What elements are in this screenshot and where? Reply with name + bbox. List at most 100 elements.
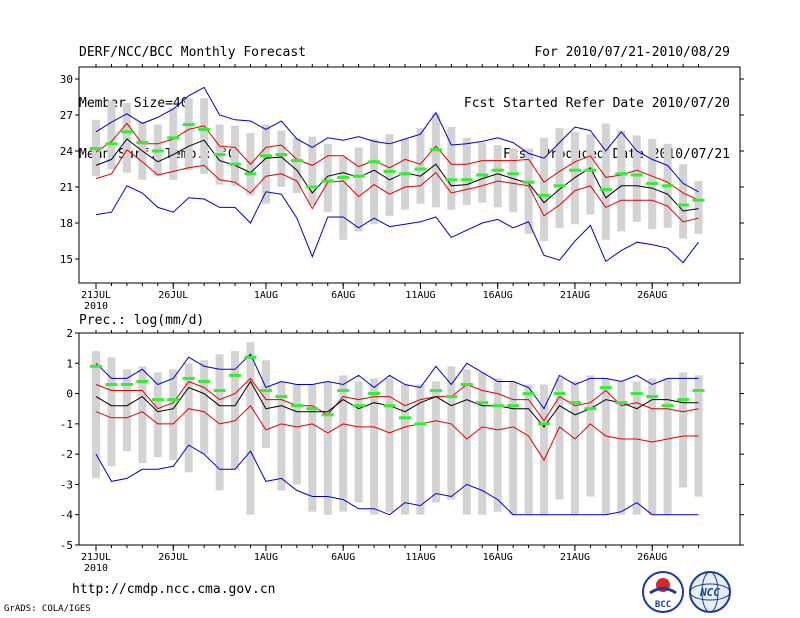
ensemble-box <box>462 369 471 515</box>
p90-line <box>95 122 699 201</box>
y-tick-label: 18 <box>60 217 73 230</box>
ensemble-box <box>679 164 688 239</box>
ensemble-box <box>416 128 425 204</box>
ensemble-box <box>184 363 193 473</box>
x-tick-label: 21JUL <box>81 290 111 301</box>
p10-line <box>95 404 699 462</box>
y-tick-label: 24 <box>60 145 74 158</box>
ensemble-mean-mark <box>337 389 350 393</box>
ensemble-mean-mark <box>399 416 411 420</box>
ensemble-mean-mark <box>476 401 489 405</box>
y-tick-label: 21 <box>60 181 73 194</box>
ensemble-mean-mark <box>553 392 566 396</box>
ensemble-mean-mark <box>476 173 489 177</box>
ensemble-mean-mark <box>460 178 473 182</box>
ensemble-box <box>370 378 379 515</box>
ensemble-mean-mark <box>383 404 396 408</box>
ensemble-mean-mark <box>321 179 334 183</box>
header-title: DERF/NCC/BCC Monthly Forecast <box>79 45 306 60</box>
ensemble-mean-mark <box>182 376 195 380</box>
ensemble-box <box>138 366 147 464</box>
plot-frame <box>78 332 741 546</box>
ensemble-box <box>261 124 270 204</box>
min-line <box>95 185 699 264</box>
ensemble-mean-mark <box>630 173 643 177</box>
ensemble-box <box>246 342 255 515</box>
x-tick-label: 26JUL <box>158 552 188 563</box>
ensemble-mean-mark <box>337 175 350 179</box>
y-tick-label: -3 <box>60 478 73 491</box>
ensemble-mean-mark <box>615 401 628 405</box>
ensemble-box <box>493 378 502 512</box>
footer-url[interactable]: http://cmdp.ncc.cma.gov.cn <box>72 582 276 597</box>
ensemble-mean-mark <box>275 153 288 157</box>
ensemble-box <box>648 378 657 515</box>
ensemble-box <box>632 381 641 515</box>
ensemble-box <box>200 98 209 174</box>
x-tick-label: 26AUG <box>637 290 667 301</box>
ensemble-mean-mark <box>182 123 195 127</box>
ensemble-mean-mark <box>244 172 257 176</box>
x-tick-label: 21AUG <box>560 552 590 563</box>
ensemble-box <box>663 378 672 515</box>
ensemble-box <box>509 381 518 515</box>
y-tick-label: -2 <box>60 448 73 461</box>
ensemble-box <box>694 375 703 497</box>
ncc-logo: NCC <box>689 571 731 613</box>
ensemble-mean-mark <box>661 404 674 408</box>
ensemble-box <box>339 375 348 512</box>
x-tick-label: 6AUG <box>331 552 355 563</box>
ensemble-box <box>524 148 533 234</box>
ensemble-mean-mark <box>507 404 520 408</box>
ncc-logo-text: NCC <box>699 586 720 599</box>
ensemble-box <box>308 136 317 205</box>
ensemble-mean-mark <box>522 180 535 184</box>
max-line <box>95 86 699 193</box>
x-tick-label: 26AUG <box>637 552 667 563</box>
ensemble-mean-mark <box>630 392 643 396</box>
ensemble-mean-mark <box>198 379 211 383</box>
ensemble-mean-mark <box>599 187 612 191</box>
ensemble-mean-mark <box>90 364 102 368</box>
ensemble-box <box>431 113 440 208</box>
ensemble-box <box>555 128 564 228</box>
max-line <box>95 353 699 410</box>
ensemble-mean-mark <box>646 395 659 399</box>
y-tick-label: -1 <box>60 418 73 431</box>
ensemble-box <box>478 142 487 203</box>
ensemble-box <box>632 135 641 222</box>
ensemble-mean-mark <box>584 168 597 172</box>
y-tick-label: 2 <box>66 327 73 340</box>
ensemble-mean-mark <box>429 389 442 393</box>
ensemble-mean-mark <box>290 404 303 408</box>
ensemble-box <box>122 103 131 173</box>
ensemble-box <box>462 137 471 205</box>
ensemble-box <box>292 384 301 485</box>
plot-frame <box>78 66 741 284</box>
ensemble-box <box>169 369 178 461</box>
ensemble-box <box>231 351 240 470</box>
x-tick-label: 21JUL <box>81 552 111 563</box>
ensemble-box <box>354 147 363 232</box>
ensemble-mean-mark <box>522 392 535 396</box>
y-tick-label: 1 <box>66 357 73 370</box>
x-tick-label: 6AUG <box>331 290 355 301</box>
ensemble-box <box>153 372 162 458</box>
ensemble-mean-mark <box>90 147 102 151</box>
ensemble-box <box>555 378 564 500</box>
ensemble-box <box>354 381 363 503</box>
ensemble-mean-mark <box>553 184 566 188</box>
ensemble-mean-mark <box>352 174 365 178</box>
panel-title: Prec.: log(mm/d) <box>79 313 204 328</box>
ensemble-box <box>122 369 131 452</box>
year-label: 2010 <box>84 563 108 574</box>
ensemble-mean-mark <box>167 136 180 140</box>
ensemble-mean-mark <box>321 413 334 417</box>
ensemble-mean-mark <box>445 178 458 182</box>
ensemble-mean-mark <box>368 392 381 396</box>
ensemble-mean-mark <box>445 395 458 399</box>
ensemble-box <box>586 375 595 497</box>
ensemble-box <box>586 134 595 215</box>
ensemble-box <box>385 134 394 216</box>
